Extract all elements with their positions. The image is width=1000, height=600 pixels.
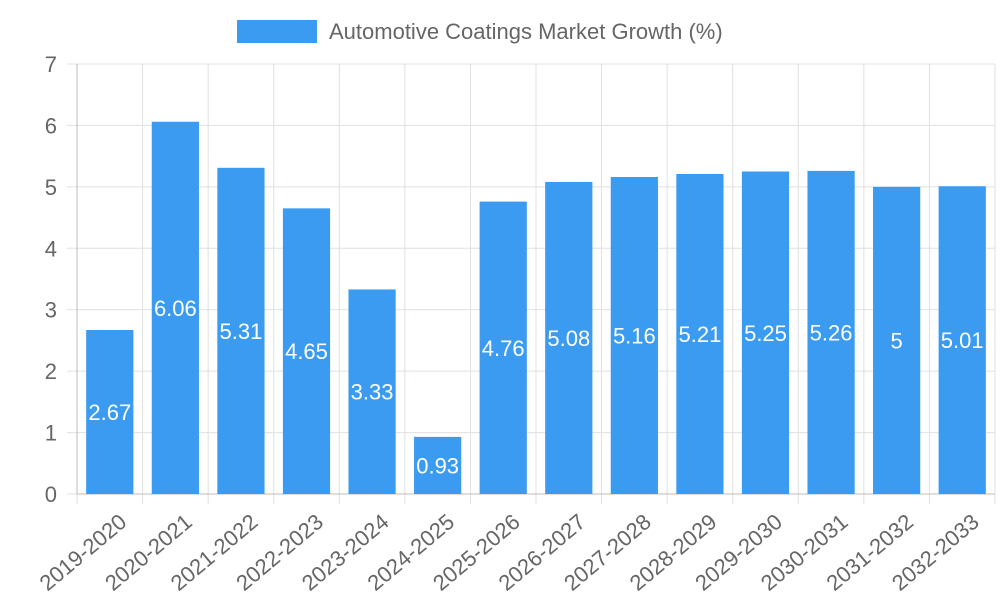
gridlines bbox=[67, 63, 996, 504]
bar-value-label: 5.01 bbox=[941, 328, 984, 353]
bar[interactable] bbox=[348, 289, 396, 494]
bar[interactable] bbox=[676, 173, 724, 494]
bar-value-label: 0.93 bbox=[416, 453, 459, 478]
bar-value-label: 6.06 bbox=[154, 296, 197, 321]
bar[interactable] bbox=[479, 201, 527, 494]
bar[interactable] bbox=[741, 171, 790, 495]
legend[interactable]: Automotive Coatings Market Growth (%) bbox=[237, 19, 723, 44]
y-tick-label: 0 bbox=[45, 482, 57, 507]
bar[interactable] bbox=[873, 186, 921, 494]
bar-value-label: 5.25 bbox=[744, 321, 787, 346]
bar-value-label: 4.65 bbox=[285, 339, 328, 364]
y-tick-label: 2 bbox=[45, 359, 57, 384]
y-tick-label: 4 bbox=[45, 236, 57, 261]
bar-value-label: 5.26 bbox=[810, 320, 853, 345]
bar-value-label: 2.67 bbox=[88, 400, 131, 425]
bar-value-label: 5 bbox=[891, 328, 903, 353]
bar[interactable] bbox=[86, 329, 134, 494]
y-axis-ticks: 0 1 2 3 4 5 6 7 bbox=[45, 52, 57, 507]
bar[interactable] bbox=[217, 167, 265, 495]
bar[interactable] bbox=[414, 436, 462, 494]
y-tick-label: 6 bbox=[45, 113, 57, 138]
bars: 2.67 6.06 5.31 4.65 3.33 0.93 4.76 5.08 5.16 5.21… bbox=[86, 121, 986, 495]
bar[interactable] bbox=[807, 170, 855, 494]
bar-value-label: 3.33 bbox=[351, 380, 394, 405]
bar-value-label: 5.16 bbox=[613, 324, 656, 349]
legend-label: Automotive Coatings Market Growth (%) bbox=[329, 19, 723, 44]
bar[interactable] bbox=[545, 181, 593, 494]
y-tick-label: 3 bbox=[45, 298, 57, 323]
bar-value-label: 5.31 bbox=[220, 319, 263, 344]
y-tick-label: 5 bbox=[45, 175, 57, 200]
legend-swatch bbox=[237, 20, 317, 43]
bar[interactable] bbox=[282, 208, 331, 494]
bar[interactable] bbox=[610, 177, 658, 494]
bar-value-label: 5.08 bbox=[547, 326, 590, 351]
y-tick-label: 7 bbox=[45, 52, 57, 77]
bar-value-label: 5.21 bbox=[679, 322, 722, 347]
bar-value-label: 4.76 bbox=[482, 336, 525, 361]
bar[interactable] bbox=[938, 186, 986, 494]
y-tick-label: 1 bbox=[45, 421, 57, 446]
x-axis-ticks: 2019-20202020-20212021-20222022-20232023… bbox=[35, 509, 984, 596]
bar[interactable] bbox=[151, 121, 199, 494]
